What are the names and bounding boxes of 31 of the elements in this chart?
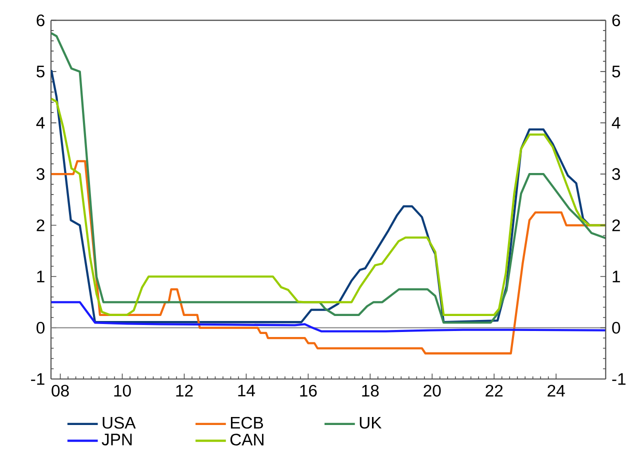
x-tick-label: 22 <box>486 384 503 396</box>
y-tick-label: 4 <box>36 117 45 129</box>
legend-label: ECB <box>230 416 263 429</box>
y2-tick-label: 5 <box>612 66 620 78</box>
x-tick-label: 18 <box>362 384 379 397</box>
y2-tick-label: 6 <box>612 14 620 26</box>
y-tick-label: 2 <box>36 219 44 232</box>
y2-tick-label: 2 <box>612 219 620 232</box>
y2-tick-label: 1 <box>612 270 620 282</box>
x-tick-label: 08 <box>52 384 69 397</box>
legend-label: USA <box>102 416 136 429</box>
y2-tick-label: -1 <box>612 373 626 385</box>
y2-tick-label: 4 <box>612 117 620 129</box>
y2-tick-label: 3 <box>612 168 620 180</box>
y-tick-label: 3 <box>36 168 44 180</box>
x-tick-label: 10 <box>114 384 131 397</box>
legend-label: JPN <box>102 434 132 446</box>
line-series <box>51 301 606 332</box>
y2-tick-label: 0 <box>612 322 620 334</box>
x-tick-label: 14 <box>238 384 255 396</box>
x-tick-label: 24 <box>548 384 565 396</box>
y-tick-label: 1 <box>37 270 44 282</box>
legend-label: CAN <box>230 434 264 446</box>
x-tick-label: 20 <box>424 384 441 397</box>
y-tick-label: -1 <box>31 373 44 385</box>
x-tick-label: 12 <box>176 384 193 396</box>
y-tick-label: 0 <box>36 322 45 334</box>
y-tick-label: 5 <box>36 66 44 78</box>
legend-label: UK <box>360 416 382 429</box>
y-tick-label: 6 <box>36 14 44 26</box>
x-tick-label: 16 <box>300 384 317 397</box>
